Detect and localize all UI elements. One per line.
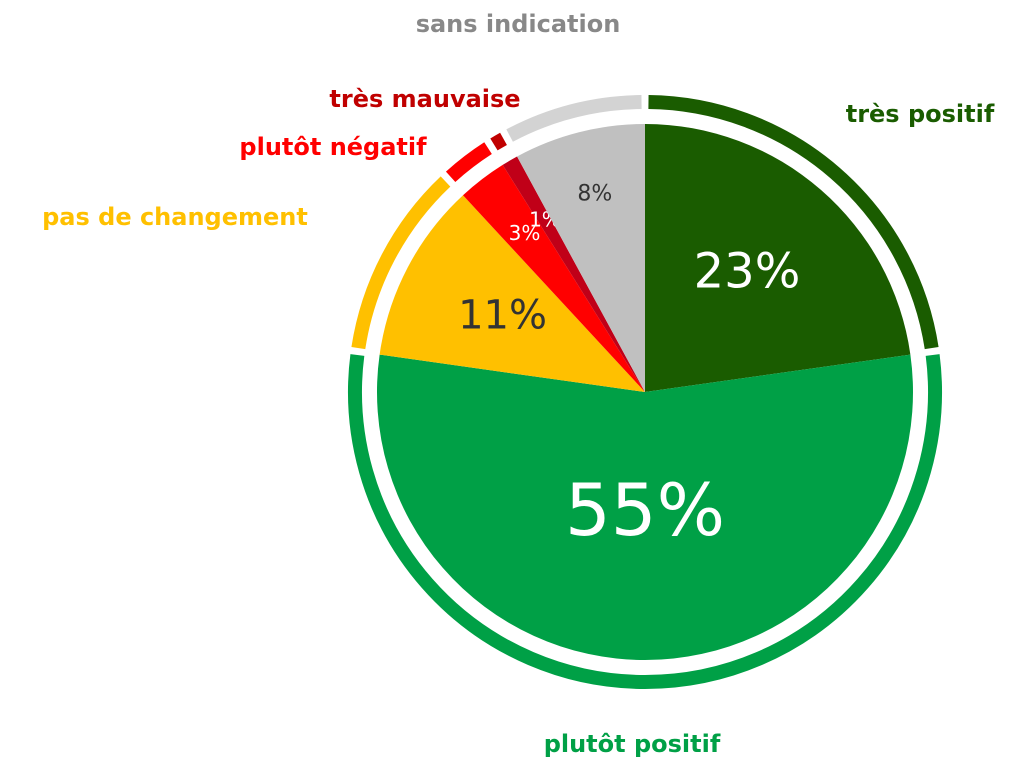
value-label: 23%: [694, 244, 801, 300]
category-label: très positif: [846, 100, 995, 128]
category-label: pas de changement: [42, 203, 308, 231]
category-label: très mauvaise: [329, 85, 520, 113]
pie-slice: [376, 354, 913, 661]
ring-segment: [648, 95, 939, 350]
ring-segment: [490, 132, 507, 151]
pie-slice: [379, 195, 645, 392]
pie-slice: [463, 164, 645, 392]
category-label: plutôt positif: [544, 730, 721, 758]
ring-segment: [506, 95, 642, 142]
category-label: sans indication: [416, 10, 621, 38]
ring-segment: [445, 142, 492, 183]
category-label: plutôt négatif: [239, 133, 427, 161]
value-label: 3%: [509, 221, 541, 245]
pie-slice: [645, 124, 911, 392]
pie-slice: [502, 156, 645, 392]
value-label: 8%: [577, 182, 612, 207]
ring-segment: [351, 176, 451, 350]
value-label: 55%: [565, 468, 725, 552]
value-label: 11%: [458, 292, 547, 338]
ring-segment: [348, 354, 942, 689]
pie-slice: [517, 124, 645, 392]
